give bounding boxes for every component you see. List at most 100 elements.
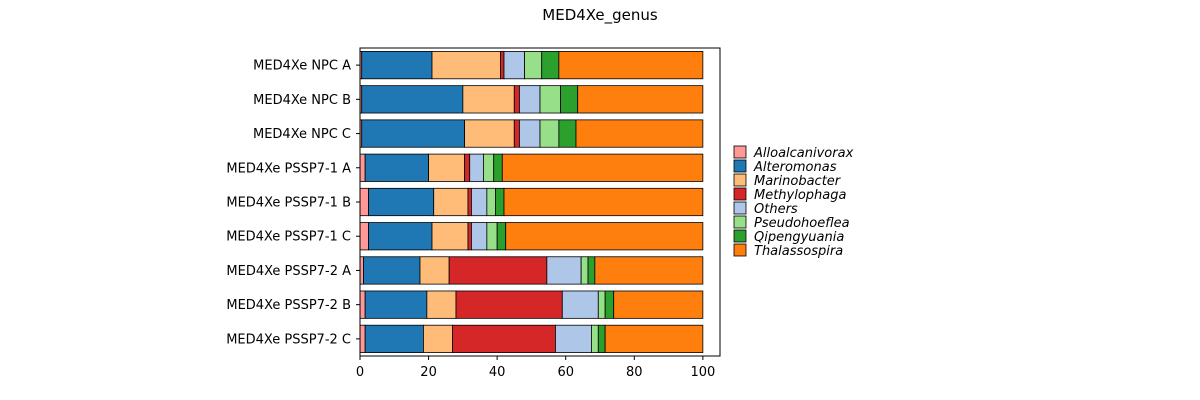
y-tick-label: MED4Xe PSSP7-2 A: [226, 264, 351, 279]
bar-methylophaga-3: [464, 153, 471, 182]
bar-others-2: [519, 119, 541, 148]
bar-qipengyuania-0: [541, 51, 560, 80]
x-tick-label: 60: [557, 365, 574, 380]
bar-thalassospira-7: [613, 290, 704, 319]
bar-others-7: [561, 290, 599, 319]
x-axis: 0 20 40 60 80 100: [356, 356, 715, 380]
bar-methylophaga-7: [455, 290, 563, 319]
legend-label-thalassospira: Thalassospira: [754, 244, 843, 259]
bar-methylophaga-0: [500, 51, 505, 80]
bar-others-8: [555, 324, 592, 353]
bar-marinobacter-6: [419, 256, 450, 285]
bar-thalassospira-3: [501, 153, 704, 182]
bar-pseudohoeflea-5: [486, 222, 498, 251]
bar-qipengyuania-3: [493, 153, 503, 182]
bar-others-5: [471, 222, 488, 251]
bar-alteromonas-8: [364, 324, 424, 353]
bar-thalassospira-6: [594, 256, 704, 285]
bar-alteromonas-5: [368, 222, 433, 251]
bar-marinobacter-8: [423, 324, 453, 353]
bar-methylophaga-1: [513, 85, 520, 114]
bar-qipengyuania-2: [558, 119, 577, 148]
legend-swatch-qipengyuania: [733, 229, 747, 243]
bar-alteromonas-0: [361, 51, 433, 80]
y-tick-label: MED4Xe PSSP7-1 C: [226, 230, 351, 245]
y-tick-label: MED4Xe NPC C: [253, 127, 351, 142]
bar-alteromonas-7: [364, 290, 428, 319]
y-tick-label: MED4Xe PSSP7-1 A: [226, 161, 351, 176]
y-tick-label: MED4Xe PSSP7-2 C: [226, 332, 351, 347]
legend-label-alteromonas: Alteromonas: [753, 160, 837, 175]
legend-swatch-pseudohoeflea: [733, 215, 747, 229]
legend-label-others: Others: [754, 202, 798, 217]
bar-pseudohoeflea-0: [524, 51, 543, 80]
bar-marinobacter-1: [462, 85, 515, 114]
bar-marinobacter-0: [431, 51, 501, 80]
bar-alteromonas-4: [368, 187, 435, 217]
bar-pseudohoeflea-7: [597, 290, 606, 319]
bar-pseudohoeflea-8: [591, 324, 599, 353]
legend-label-methylophaga: Methylophaga: [754, 188, 847, 203]
bar-others-3: [469, 153, 484, 182]
bar-thalassospira-5: [505, 222, 704, 251]
bar-qipengyuania-1: [560, 85, 579, 114]
bar-methylophaga-2: [513, 119, 520, 148]
bar-qipengyuania-4: [495, 187, 505, 217]
bar-methylophaga-5: [467, 222, 472, 251]
bar-alloalcanivorax-7: [359, 290, 366, 319]
legend-swatch-methylophaga: [733, 187, 747, 201]
bar-thalassospira-2: [575, 119, 704, 148]
bar-marinobacter-5: [431, 222, 469, 251]
legend: AlloalcanivoraxAlteromonasMarinobacterMe…: [733, 145, 854, 259]
bar-others-1: [519, 85, 541, 114]
legend-swatch-marinobacter: [733, 173, 747, 187]
bar-alteromonas-3: [364, 153, 429, 182]
bar-alloalcanivorax-8: [359, 324, 366, 353]
y-tick-label: MED4Xe PSSP7-2 B: [226, 298, 351, 313]
y-tick-label: MED4Xe NPC B: [253, 93, 351, 108]
bar-qipengyuania-7: [604, 290, 615, 319]
bar-qipengyuania-8: [597, 324, 606, 353]
bar-others-0: [503, 51, 525, 80]
bar-others-6: [546, 256, 582, 285]
bar-methylophaga-4: [467, 187, 472, 217]
bar-pseudohoeflea-4: [486, 187, 496, 217]
bar-pseudohoeflea-2: [539, 119, 560, 148]
bar-pseudohoeflea-6: [580, 256, 589, 285]
bar-pseudohoeflea-3: [483, 153, 495, 182]
bar-qipengyuania-5: [496, 222, 507, 251]
x-tick-label: 40: [489, 365, 506, 380]
bar-methylophaga-6: [448, 256, 548, 285]
bar-alloalcanivorax-4: [359, 187, 369, 217]
legend-swatch-alloalcanivorax: [733, 145, 747, 159]
legend-label-pseudohoeflea: Pseudohoeflea: [754, 216, 850, 231]
bar-thalassospira-0: [558, 51, 704, 80]
legend-swatch-thalassospira: [733, 243, 747, 257]
legend-label-alloalcanivorax: Alloalcanivorax: [753, 146, 854, 161]
x-tick-label: 80: [626, 365, 643, 380]
x-tick-label: 100: [690, 365, 715, 380]
x-tick-label: 20: [420, 365, 437, 380]
bar-alteromonas-1: [361, 85, 464, 114]
bar-alloalcanivorax-6: [359, 256, 364, 285]
y-tick-label: MED4Xe PSSP7-1 B: [226, 196, 351, 211]
legend-swatch-others: [733, 201, 747, 215]
y-tick-label: MED4Xe NPC A: [253, 59, 351, 74]
bar-qipengyuania-6: [587, 256, 596, 285]
chart-title: MED4Xe_genus: [542, 6, 658, 25]
bar-thalassospira-1: [577, 85, 704, 114]
bar-thalassospira-8: [604, 324, 704, 353]
legend-label-qipengyuania: Qipengyuania: [754, 230, 844, 245]
bar-alteromonas-6: [363, 256, 421, 285]
bar-others-4: [471, 187, 488, 217]
bars-group: [359, 51, 704, 353]
bar-marinobacter-4: [433, 187, 469, 217]
bar-alteromonas-2: [361, 119, 465, 148]
bar-alloalcanivorax-5: [359, 222, 369, 251]
legend-label-marinobacter: Marinobacter: [754, 174, 842, 189]
bar-pseudohoeflea-1: [539, 85, 561, 114]
bar-marinobacter-7: [426, 290, 457, 319]
x-tick-label: 0: [356, 365, 364, 380]
bar-methylophaga-8: [452, 324, 556, 353]
